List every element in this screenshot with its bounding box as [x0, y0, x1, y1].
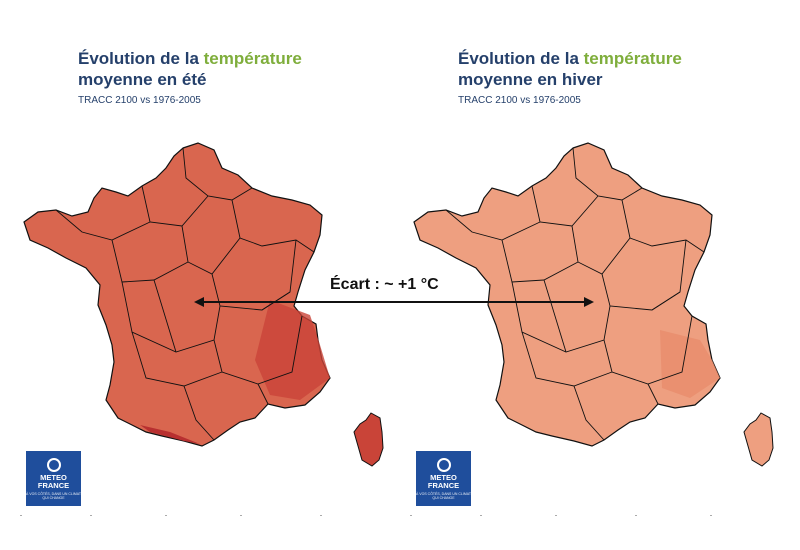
- winter-title-part-a: Évolution de la: [458, 49, 584, 68]
- logo-line1: METEO: [40, 473, 67, 482]
- summer-corsica: [353, 412, 384, 467]
- logo-ring-icon: [46, 458, 61, 472]
- summer-title-part-b: température: [203, 49, 302, 68]
- logo-line2: FRANCE: [37, 481, 70, 490]
- logo-line1: METEO: [430, 473, 457, 482]
- summer-hot-pyrenees: [140, 425, 200, 444]
- summer-map: [23, 142, 384, 467]
- baseline-tick: [90, 515, 92, 516]
- logo-line2: FRANCE: [427, 481, 460, 490]
- summer-title-line2: moyenne en été: [78, 70, 207, 89]
- ecart-arrow: [194, 297, 594, 307]
- meteo-france-logo-right: METEO FRANCE À VOS CÔTÉS, DANS UN CLIMAT…: [416, 451, 471, 506]
- baseline-tick: [710, 515, 712, 516]
- logo-tagline: À VOS CÔTÉS, DANS UN CLIMAT QUI CHANGE: [416, 492, 471, 500]
- summer-hot-area: [255, 300, 330, 400]
- winter-warm-area: [660, 330, 720, 398]
- baseline-tick: [320, 515, 322, 516]
- winter-title-line2: moyenne en hiver: [458, 70, 603, 89]
- baseline-tick: [480, 515, 482, 516]
- winter-corsica: [743, 412, 774, 467]
- baseline-tick: [555, 515, 557, 516]
- winter-map-subtitle: TRACC 2100 vs 1976-2005: [458, 95, 581, 106]
- summer-france-shape: [23, 142, 331, 447]
- winter-map-title: Évolution de la température moyenne en h…: [458, 48, 682, 90]
- winter-map: [413, 142, 774, 467]
- logo-ring-icon: [436, 458, 451, 472]
- summer-map-subtitle: TRACC 2100 vs 1976-2005: [78, 95, 201, 106]
- winter-title-part-b: température: [583, 49, 682, 68]
- logo-tagline: À VOS CÔTÉS, DANS UN CLIMAT QUI CHANGE: [26, 492, 81, 500]
- baseline-tick: [240, 515, 242, 516]
- baseline-tick: [165, 515, 167, 516]
- ecart-label: Écart : ~ +1 °C: [330, 276, 439, 293]
- baseline-tick: [635, 515, 637, 516]
- summer-map-title: Évolution de la température moyenne en é…: [78, 48, 302, 90]
- baseline-tick: [20, 515, 22, 516]
- winter-france-shape: [413, 142, 721, 447]
- baseline-tick: [410, 515, 412, 516]
- meteo-france-logo-left: METEO FRANCE À VOS CÔTÉS, DANS UN CLIMAT…: [26, 451, 81, 506]
- summer-title-part-a: Évolution de la: [78, 49, 204, 68]
